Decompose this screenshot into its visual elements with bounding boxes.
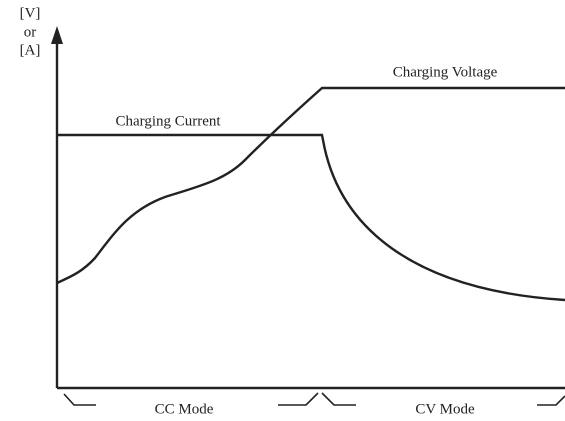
axis-label: or: [24, 24, 37, 40]
mode-label: CV Mode: [415, 401, 475, 417]
axis-label: [V]: [20, 5, 41, 21]
cc-bracket: [63, 392, 319, 406]
curve-label: Charging Voltage: [393, 64, 498, 80]
cv-bracket: [321, 392, 565, 406]
mode-label: CC Mode: [155, 401, 214, 417]
curve-label: Charging Current: [115, 113, 221, 129]
axis-label: [A]: [20, 42, 41, 58]
current-curve: [57, 133, 565, 302]
y-axis-arrow: [51, 26, 63, 44]
voltage-curve: [56, 86, 565, 285]
